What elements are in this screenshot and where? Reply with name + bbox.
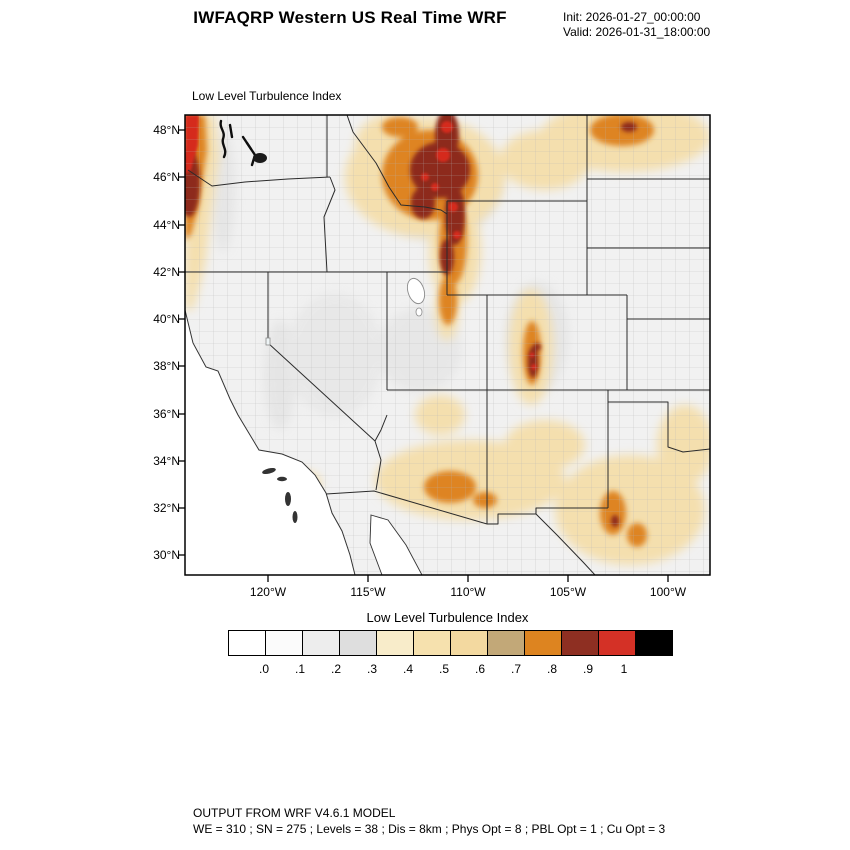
state-borders	[185, 115, 710, 575]
lat-tick-label: 48°N	[153, 123, 180, 137]
colorbar-box	[450, 630, 488, 656]
map-plot	[178, 114, 711, 582]
colorbar-box	[561, 630, 599, 656]
colorbar-tick-label: .5	[438, 662, 449, 676]
colorbar-tick-label: .6	[474, 662, 485, 676]
lakes	[265, 277, 426, 346]
colorbar-tick-label: .2	[330, 662, 341, 676]
lat-tick-label: 32°N	[153, 501, 180, 515]
colorbar-tick-label: .9	[582, 662, 593, 676]
colorbar-box	[413, 630, 451, 656]
coastline	[185, 309, 356, 575]
colorbar-box	[376, 630, 414, 656]
lat-tick-label: 34°N	[153, 454, 180, 468]
colorbar-tick-label: .8	[546, 662, 557, 676]
run-info: Init: 2026-01-27_00:00:00 Valid: 2026-01…	[563, 10, 710, 40]
colorbar-box	[339, 630, 377, 656]
field-label: Low Level Turbulence Index	[192, 89, 342, 103]
lake-tahoe	[265, 337, 271, 346]
gulf-of-california	[369, 514, 423, 575]
colorbar-tick-label: 1	[620, 662, 628, 676]
lat-tick-label: 44°N	[153, 218, 180, 232]
colorbar-box	[598, 630, 636, 656]
colorbar-box	[524, 630, 562, 656]
colorbar-title: Low Level Turbulence Index	[366, 610, 529, 625]
lon-tick-label: 115°W	[350, 585, 386, 599]
puget-sound-waterways	[219, 119, 257, 167]
page-title: IWFAQRP Western US Real Time WRF	[193, 8, 507, 27]
lon-tick-label: 120°W	[249, 585, 287, 599]
offshore-islands	[262, 467, 298, 523]
lat-tick-label: 46°N	[153, 170, 180, 184]
colorbar-box	[302, 630, 340, 656]
colorbar-box	[635, 630, 673, 656]
colorbar-labels: .0 .1 .2 .3 .4 .5 .6 .7 .8 .9 1	[228, 662, 668, 678]
colorbar-box	[487, 630, 525, 656]
lon-tick-label: 105°W	[549, 585, 587, 599]
colorbar-tick-label: .7	[510, 662, 521, 676]
colorbar-tick-label: .4	[402, 662, 413, 676]
great-salt-lake	[406, 277, 426, 305]
colorbar-tick-label: .1	[294, 662, 305, 676]
axis-ticks	[178, 129, 669, 582]
lat-tick-label: 30°N	[153, 548, 180, 562]
map-border	[184, 114, 711, 576]
utah-lake	[415, 307, 423, 317]
lon-tick-label: 110°W	[450, 585, 486, 599]
valid-time-label: Valid: 2026-01-31_18:00:00	[563, 25, 711, 39]
footer-config-line: WE = 310 ; SN = 275 ; Levels = 38 ; Dis …	[193, 822, 666, 836]
footer-model-line: OUTPUT FROM WRF V4.6.1 MODEL	[193, 806, 396, 820]
colorbar-tick-label: .3	[366, 662, 377, 676]
colorbar-swatches	[228, 630, 673, 656]
pacific-ocean	[185, 310, 355, 575]
map-content	[185, 115, 710, 575]
lat-tick-label: 36°N	[153, 407, 180, 421]
colorbar-tick-label: .0	[258, 662, 269, 676]
colorbar-box	[228, 630, 266, 656]
colorbar-box	[265, 630, 303, 656]
init-time-label: Init: 2026-01-27_00:00:00	[563, 10, 701, 24]
lat-tick-label: 42°N	[153, 265, 180, 279]
cascade-lakes-dark	[253, 153, 267, 163]
lon-tick-label: 100°W	[649, 585, 687, 599]
lat-tick-label: 38°N	[153, 359, 180, 373]
lat-tick-label: 40°N	[153, 312, 180, 326]
